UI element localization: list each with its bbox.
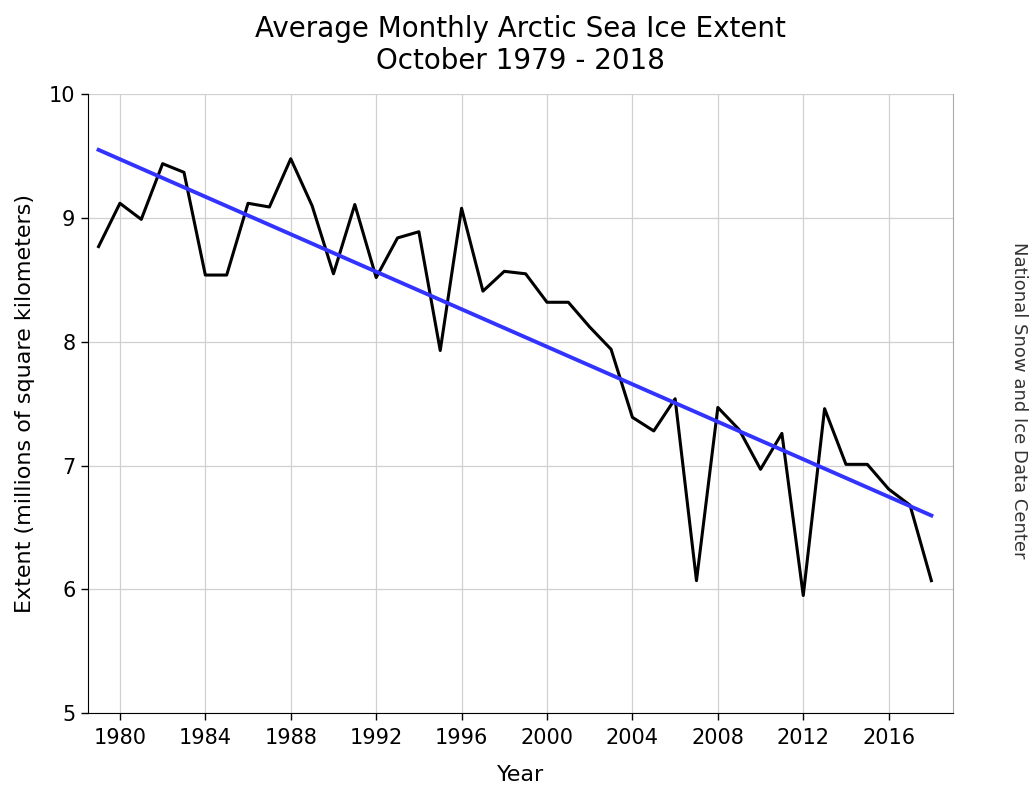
- Text: National Snow and Ice Data Center: National Snow and Ice Data Center: [1010, 242, 1029, 558]
- X-axis label: Year: Year: [497, 765, 544, 785]
- Title: Average Monthly Arctic Sea Ice Extent
October 1979 - 2018: Average Monthly Arctic Sea Ice Extent Oc…: [255, 15, 786, 75]
- Y-axis label: Extent (millions of square kilometers): Extent (millions of square kilometers): [14, 194, 35, 614]
